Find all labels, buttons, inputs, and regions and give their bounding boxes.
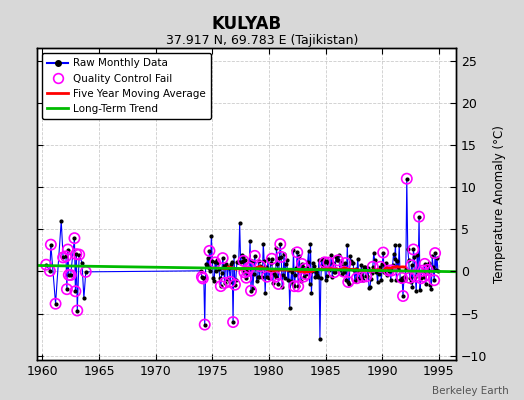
Point (376, 264, 385, 270)
Point (417, 275, 425, 282)
Title: KULYAB: KULYAB (211, 14, 281, 32)
Point (229, 319, 237, 325)
Point (399, 293, 407, 299)
Point (198, 274, 206, 280)
Point (221, 280, 229, 286)
Point (242, 274, 250, 281)
Point (430, 277, 439, 284)
Text: Berkeley Earth: Berkeley Earth (432, 386, 508, 396)
Point (245, 264, 253, 271)
Point (353, 275, 361, 282)
Point (63, 286, 71, 292)
Point (63, 246, 72, 253)
Point (409, 246, 418, 253)
Point (298, 261, 306, 267)
Point (277, 254, 286, 260)
Point (406, 275, 414, 281)
Point (300, 273, 308, 280)
Point (62, 253, 70, 260)
Text: 37.917 N, 69.783 E (Tajikistan): 37.917 N, 69.783 E (Tajikistan) (166, 34, 358, 47)
Point (205, 248, 214, 254)
Y-axis label: Temperature Anomaly (°C): Temperature Anomaly (°C) (493, 125, 506, 283)
Point (387, 267, 396, 274)
Point (263, 274, 271, 280)
Point (250, 253, 259, 259)
Point (334, 257, 342, 264)
Point (71, 288, 80, 294)
Point (271, 274, 280, 280)
Point (216, 283, 225, 289)
Point (75, 251, 83, 258)
Point (421, 261, 429, 267)
Point (423, 267, 432, 273)
Point (219, 255, 227, 261)
Point (379, 249, 387, 256)
Point (302, 271, 310, 277)
Point (276, 241, 285, 247)
Point (301, 266, 309, 272)
Point (294, 283, 302, 290)
Point (321, 259, 329, 266)
Point (231, 282, 239, 288)
Point (362, 273, 370, 280)
Point (290, 283, 299, 289)
Point (324, 260, 333, 266)
Point (411, 274, 420, 280)
Point (341, 260, 350, 266)
Point (358, 274, 367, 280)
Point (256, 263, 265, 270)
Point (402, 176, 411, 182)
Legend: Raw Monthly Data, Quality Control Fail, Five Year Moving Average, Long-Term Tren: Raw Monthly Data, Quality Control Fail, … (42, 53, 211, 119)
Point (330, 269, 339, 276)
Point (240, 269, 248, 276)
Point (415, 214, 423, 220)
Point (73, 307, 81, 314)
Point (42, 262, 50, 268)
Point (420, 273, 428, 280)
Point (201, 321, 209, 328)
Point (407, 262, 416, 268)
Point (46, 268, 54, 274)
Point (243, 268, 252, 275)
Point (293, 249, 301, 256)
Point (247, 288, 255, 294)
Point (51, 300, 60, 307)
Point (82, 269, 90, 275)
Point (340, 268, 348, 275)
Point (344, 279, 353, 285)
Point (59, 254, 67, 260)
Point (67, 272, 75, 278)
Point (239, 258, 248, 264)
Point (368, 264, 377, 270)
Point (72, 251, 81, 257)
Point (419, 268, 427, 274)
Point (398, 275, 406, 281)
Point (199, 275, 207, 282)
Point (226, 279, 234, 285)
Point (274, 281, 282, 287)
Point (268, 256, 276, 262)
Point (70, 235, 79, 241)
Point (211, 259, 220, 266)
Point (47, 242, 55, 248)
Point (64, 272, 73, 278)
Point (385, 267, 393, 274)
Point (431, 250, 439, 256)
